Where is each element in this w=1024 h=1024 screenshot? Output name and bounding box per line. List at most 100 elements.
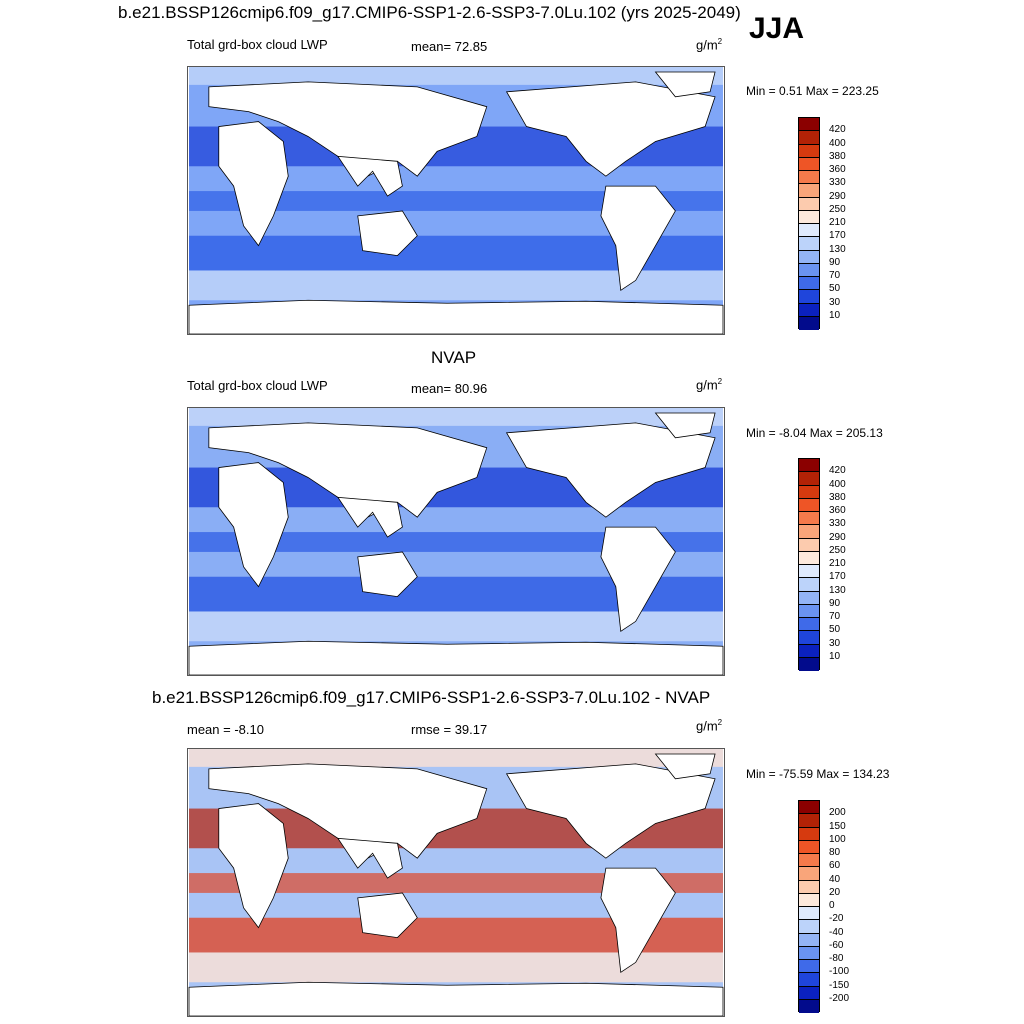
continent-outline [218,121,289,247]
colorbar-swatch [799,814,819,828]
colorbar-tick-label: -40 [829,926,844,938]
panel-3-map [187,748,725,1017]
continent-outline [218,803,289,929]
colorbar-swatch [799,551,819,565]
continent-outline [600,185,676,292]
colorbar-tick-label: -20 [829,913,844,925]
colorbar-swatch [799,512,819,526]
colorbar-swatch [799,565,819,579]
colorbar-tick-label: 40 [829,873,841,885]
panel-2-variable-label: Total grd-box cloud LWP [187,378,328,393]
colorbar-swatch [799,999,819,1013]
colorbar-swatch [799,250,819,264]
southern-ocean-band [189,952,723,983]
colorbar-tick-label: 400 [829,137,846,149]
colorbar-tick-label: 10 [829,309,841,321]
panel-3-colorbar: 200 150 100 80 60 40 20 0 -20 -40 -60 -80 -100 -150 -2… [798,800,849,1013]
itcz-band [189,191,723,211]
colorbar-swatch [799,893,819,907]
colorbar-tick-label: -100 [829,966,850,978]
colorbar-tick-label: -60 [829,939,844,951]
continent-outline [218,462,289,588]
colorbar-tick-label: 170 [829,230,846,242]
colorbar-swatch [799,631,819,645]
colorbar-tick-label: 80 [829,847,841,858]
colorbar-tick-label: 10 [829,650,841,662]
colorbar-tick-label: 250 [829,544,846,556]
panel-2-mean-label: mean= 80.96 [411,381,488,396]
continent-outline [654,753,716,780]
colorbar-tick-label: 290 [829,531,846,543]
colorbar-swatch [799,907,819,921]
panel-2-min-max: Min = -8.04 Max = 205.13 [746,426,883,440]
colorbar-tick-label: 360 [829,164,846,175]
colorbar-tick-label: 30 [829,637,841,649]
figure-title: b.e21.BSSP126cmip6.f09_g17.CMIP6-SSP1-2.… [118,3,741,22]
colorbar-swatch [799,933,819,947]
colorbar-tick-label: 100 [829,833,846,845]
colorbar-tick-label: 70 [829,611,841,622]
continent-outline [654,71,716,98]
colorbar-swatch [799,525,819,539]
colorbar-tick-label: 90 [829,256,841,268]
panel-1-unit-label: g/m2 [696,37,723,53]
continent-outline [188,299,724,334]
southern-ocean-band [189,270,723,301]
colorbar-tick-label: 420 [829,465,846,477]
continent-outline [337,837,403,879]
colorbar-tick-label: 400 [829,478,846,490]
map-canvas [188,749,724,1016]
colorbar-swatch [799,118,819,132]
colorbar-tick-label: 50 [829,624,841,636]
colorbar-swatch [799,144,819,158]
colorbar-swatch [799,604,819,618]
colorbar-tick-label: 200 [829,807,846,819]
continent-outline [337,496,403,538]
arctic-band [189,67,723,85]
panel-1-map [187,66,725,335]
continent-outline [188,640,724,675]
colorbar-swatch [799,960,819,974]
colorbar-swatch [799,946,819,960]
itcz-band [189,532,723,552]
continent-outline [357,551,418,598]
colorbar-tick-label: -200 [829,992,850,1004]
colorbar-tick-label: 210 [829,558,846,569]
colorbar-tick-label: 420 [829,124,846,136]
colorbar-swatch [799,880,819,894]
colorbar-tick-label: 60 [829,860,841,872]
colorbar-swatches [798,800,820,1013]
panel-1-variable-label: Total grd-box cloud LWP [187,37,328,52]
colorbar-swatch [799,290,819,304]
colorbar-swatch [799,459,819,473]
colorbar-swatch [799,303,819,317]
continent-outline [357,210,418,257]
colorbar-swatch [799,801,819,815]
colorbar-swatch [799,485,819,499]
colorbar-swatches [798,458,820,671]
itcz-band [189,873,723,893]
panel-2-colorbar: 420 400 380 360 330 290 250 210 170 130 90 70 50 30 10 [798,458,846,671]
colorbar-swatch [799,657,819,671]
colorbar-tick-label: 50 [829,283,841,295]
colorbar-swatches [798,117,820,330]
colorbar-swatch [799,197,819,211]
colorbar-tick-label: 130 [829,584,846,596]
arctic-band [189,749,723,767]
colorbar-swatch [799,591,819,605]
arctic-band [189,408,723,426]
continent-outline [600,526,676,633]
colorbar-swatch [799,618,819,632]
panel-1-mean-label: mean= 72.85 [411,39,488,54]
continent-outline [357,892,418,939]
panel-1-min-max: Min = 0.51 Max = 223.25 [746,84,879,98]
panel-2-title: NVAP [431,348,477,367]
colorbar-swatch [799,263,819,277]
colorbar-tick-label: 90 [829,597,841,609]
continent-outline [600,867,676,974]
colorbar-swatch [799,171,819,185]
colorbar-tick-label: -150 [829,979,850,991]
colorbar-swatch [799,644,819,658]
southern-ocean-band [189,611,723,642]
colorbar-tick-label: 380 [829,150,846,162]
